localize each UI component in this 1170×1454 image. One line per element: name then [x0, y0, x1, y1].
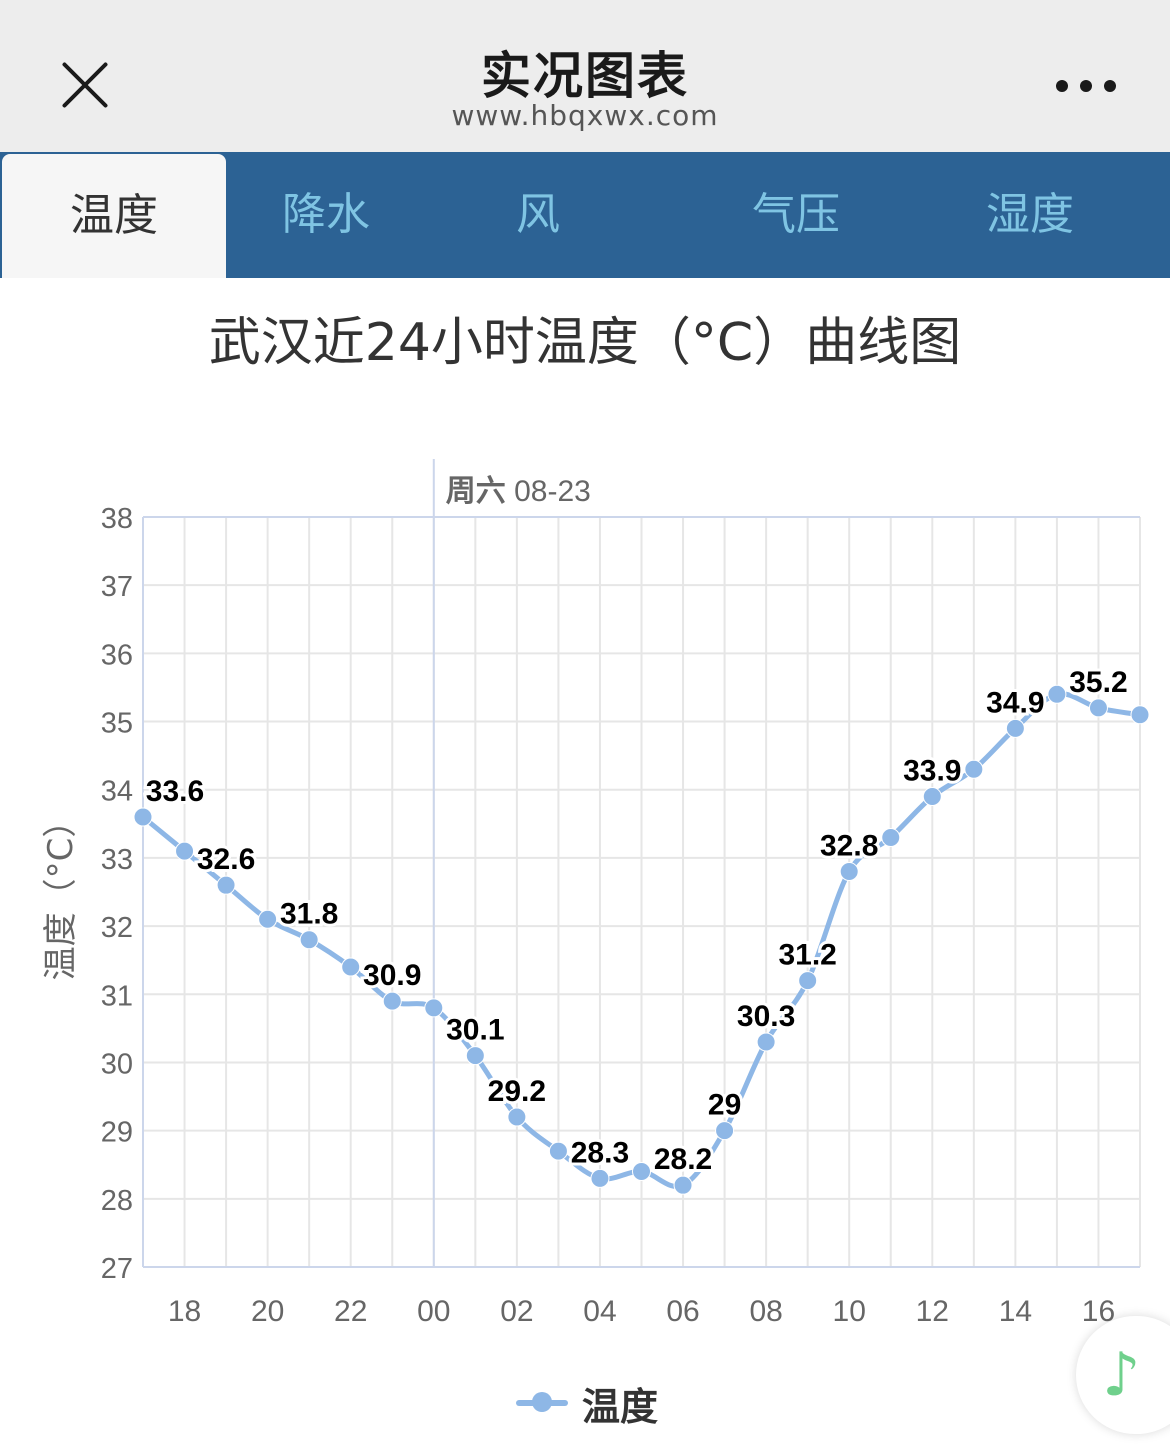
data-point	[382, 991, 402, 1011]
data-point	[673, 1175, 693, 1195]
data-point	[133, 807, 153, 827]
data-point	[507, 1107, 527, 1127]
data-label: 28.3	[571, 1136, 629, 1169]
data-label: 34.9	[986, 686, 1044, 719]
data-point	[1088, 698, 1108, 718]
y-tick-label: 29	[101, 1117, 133, 1149]
x-tick-label: 00	[417, 1295, 450, 1328]
data-label: 29.2	[488, 1075, 546, 1108]
tab-wind[interactable]: 风	[516, 189, 560, 240]
x-tick-label: 18	[168, 1295, 201, 1328]
y-tick-label: 33	[101, 844, 133, 876]
data-label: 33.9	[903, 755, 961, 788]
data-label: 31.8	[280, 898, 338, 931]
data-point	[258, 909, 278, 929]
y-tick-label: 28	[101, 1185, 133, 1217]
y-tick-label: 34	[101, 776, 133, 808]
legend-label: 温度	[582, 1384, 659, 1429]
data-point	[424, 998, 444, 1018]
y-axis-title: 温度（°C）	[41, 804, 81, 981]
data-point	[341, 957, 361, 977]
y-tick-label: 35	[101, 708, 133, 740]
x-tick-label: 04	[583, 1295, 616, 1328]
data-label: 30.1	[446, 1014, 504, 1047]
tab-humidity[interactable]: 湿度	[986, 189, 1074, 240]
data-label: 30.9	[363, 959, 421, 992]
data-label: 32.6	[197, 843, 255, 876]
data-point	[839, 862, 859, 882]
tab-pressure[interactable]: 气压	[752, 189, 840, 240]
data-label: 33.6	[146, 775, 204, 808]
x-tick-label: 02	[500, 1295, 533, 1328]
page-url: www.hbqxwx.com	[451, 99, 719, 132]
x-tick-label: 06	[666, 1295, 699, 1328]
tab-precipitation[interactable]: 降水	[282, 189, 370, 240]
data-label: 32.8	[820, 830, 878, 863]
y-tick-label: 31	[101, 980, 133, 1012]
music-note-icon[interactable]: ♪	[1076, 1316, 1170, 1434]
data-label: 28.2	[654, 1143, 712, 1176]
x-tick-label: 08	[749, 1295, 782, 1328]
data-point	[1130, 705, 1150, 725]
x-tick-label: 14	[999, 1295, 1032, 1328]
data-point	[715, 1121, 735, 1141]
y-tick-label: 32	[101, 912, 133, 944]
data-point	[798, 971, 818, 991]
data-label: 29	[708, 1089, 741, 1122]
y-tick-label: 27	[101, 1253, 133, 1285]
data-label: 31.2	[778, 939, 836, 972]
data-label: 35.2	[1069, 666, 1127, 699]
data-point	[1005, 718, 1025, 738]
chart-title: 武汉近24小时温度（°C）曲线图	[208, 313, 962, 373]
more-dots-icon[interactable]	[1056, 78, 1116, 94]
chart-legend[interactable]: 温度	[516, 1378, 659, 1429]
data-point	[590, 1168, 610, 1188]
page-title: 实况图表	[481, 47, 689, 105]
data-point	[922, 787, 942, 807]
data-point	[175, 841, 195, 861]
day-marker-label: 周六 08-23	[446, 475, 591, 508]
temperature-chart: 27 28 29 30 31 32 33 34 35 36 37 38 18 20 22 00 02 04 06 08…	[41, 459, 1150, 1328]
tab-bar: 温度 降水 风 气压 湿度	[0, 152, 1170, 278]
y-tick-label: 38	[101, 503, 133, 535]
data-point	[881, 827, 901, 847]
data-point	[632, 1162, 651, 1182]
data-label: 30.3	[737, 1000, 795, 1033]
data-point	[548, 1141, 568, 1161]
x-tick-label: 12	[916, 1295, 949, 1328]
data-point	[465, 1046, 485, 1066]
top-bar: 实况图表 www.hbqxwx.com	[0, 0, 1170, 152]
data-point	[299, 930, 319, 950]
x-tick-label: 10	[833, 1295, 866, 1328]
y-tick-label: 36	[101, 639, 133, 671]
tab-temperature[interactable]: 温度	[2, 154, 226, 278]
data-point	[1047, 684, 1067, 704]
x-tick-label: 22	[334, 1295, 367, 1328]
data-point	[964, 759, 984, 779]
data-point	[216, 875, 236, 895]
y-tick-label: 30	[101, 1048, 133, 1080]
legend-marker	[516, 1392, 568, 1412]
y-tick-label: 37	[101, 571, 133, 603]
data-point	[756, 1032, 776, 1052]
x-tick-label: 20	[251, 1295, 284, 1328]
